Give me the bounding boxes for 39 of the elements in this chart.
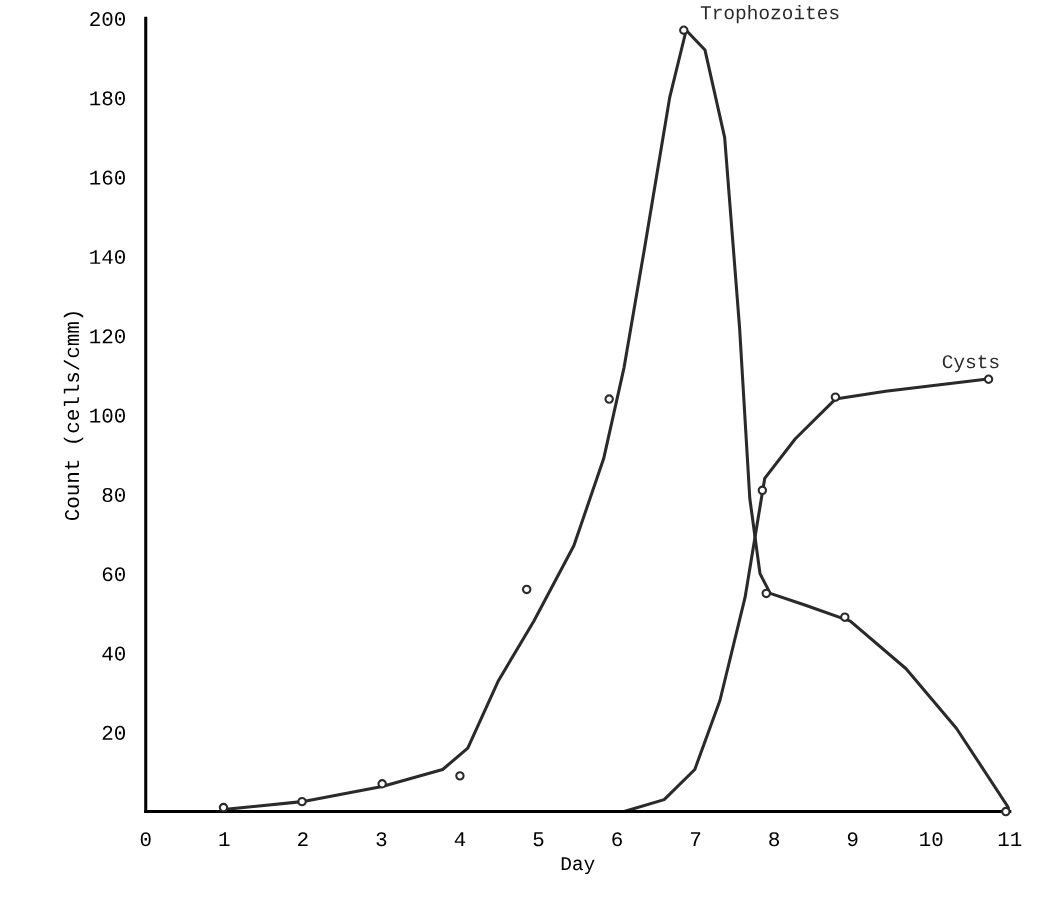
series-label: Cysts <box>942 355 999 373</box>
point <box>757 485 768 496</box>
point <box>679 25 689 35</box>
x-tick-label: 3 <box>376 832 387 847</box>
y-tick-label: 60 <box>102 567 126 582</box>
point <box>830 392 841 402</box>
x-tick-label: 8 <box>769 832 779 847</box>
point <box>377 779 387 789</box>
point <box>983 374 994 384</box>
point <box>604 394 614 404</box>
point <box>455 771 465 781</box>
x-tick-label: 2 <box>298 832 308 847</box>
point <box>218 802 229 813</box>
y-tick-label: 200 <box>90 11 126 27</box>
point <box>521 584 532 595</box>
x-tick-label: 7 <box>690 832 701 847</box>
y-tick-label: 160 <box>90 170 126 185</box>
y-tick-label: 120 <box>90 329 126 344</box>
x-tick-label: 5 <box>533 832 544 847</box>
x-tick-label: 10 <box>920 832 943 847</box>
x-tick-label: 4 <box>454 832 466 847</box>
point <box>1001 806 1011 817</box>
x-tick-label: 6 <box>612 832 622 847</box>
y-tick-label: 20 <box>102 725 126 740</box>
y-axis-title: Count (cells/cmm) <box>63 312 84 521</box>
point <box>761 588 771 599</box>
x-tick-label: 1 <box>219 832 230 847</box>
x-tick-label: 11 <box>998 832 1022 847</box>
x-tick-label: 9 <box>847 832 858 847</box>
x-axis-title: Day <box>561 857 595 875</box>
series-label: Trophozoites <box>700 5 839 24</box>
y-tick-label: 80 <box>102 487 126 503</box>
y-tick-label: 100 <box>90 408 126 423</box>
y-tick-label: 140 <box>90 249 126 265</box>
point <box>297 796 307 807</box>
x-tick-label: 0 <box>140 832 151 847</box>
y-tick-label: 40 <box>102 646 126 661</box>
point <box>840 612 850 622</box>
y-tick-label: 180 <box>90 91 126 106</box>
